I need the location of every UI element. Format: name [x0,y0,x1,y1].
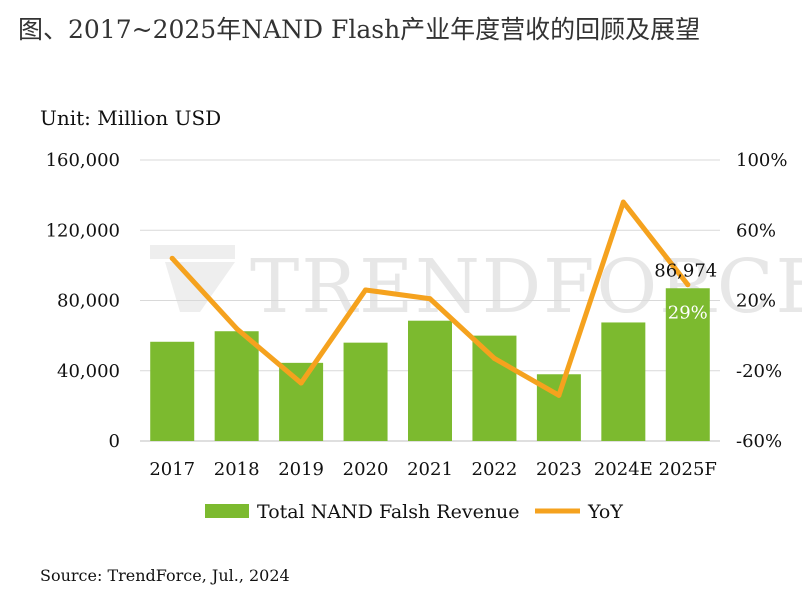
yoy-point [427,296,433,302]
bar [343,342,388,441]
bar [279,362,324,441]
bar [601,322,646,441]
yoy-point [169,255,175,261]
x-tick-label: 2021 [407,459,453,480]
y-tick-label: 120,000 [46,220,120,241]
x-tick-label: 2019 [278,459,324,480]
x-tick-label: 2023 [536,459,582,480]
yoy-point [685,282,691,288]
legend-swatch-bar [205,504,249,518]
yoy-point [491,355,497,361]
x-tick-label: 2017 [149,459,195,480]
revenue-data-label: 86,974 [654,260,717,281]
bar [150,341,195,441]
page-title: 图、2017~2025年NAND Flash产业年度营收的回顾及展望 [18,15,701,44]
yoy-point [234,326,240,332]
yoy-point [620,199,626,205]
bar [472,335,517,441]
legend-label-revenue: Total NAND Falsh Revenue [257,501,520,523]
unit-label: Unit: Million USD [40,106,222,130]
y2-tick-label: 100% [736,150,787,171]
bar [408,320,452,441]
y2-tick-label: -20% [736,361,782,382]
x-tick-label: 2020 [343,459,389,480]
y-tick-label: 0 [109,431,120,452]
y2-tick-label: 60% [736,220,776,241]
yoy-point [363,287,369,293]
y-tick-label: 40,000 [57,361,120,382]
x-tick-label: 2025F [659,459,717,480]
x-tick-label: 2022 [472,459,518,480]
y-tick-label: 80,000 [57,291,120,312]
y-tick-label: 160,000 [46,150,120,171]
yoy-data-label: 29% [668,302,708,323]
x-tick-label: 2018 [214,459,260,480]
y2-tick-label: 20% [736,291,776,312]
watermark: TRENDFORCE [150,244,802,330]
watermark-text: TRENDFORCE [250,244,802,330]
yoy-point [556,392,562,398]
source-note: Source: TrendForce, Jul., 2024 [40,566,290,585]
yoy-point [298,380,304,386]
bar [214,331,259,441]
x-tick-label: 2024E [594,459,653,480]
bar [665,288,710,441]
y2-tick-label: -60% [736,431,782,452]
legend-label-yoy: YoY [587,501,623,523]
